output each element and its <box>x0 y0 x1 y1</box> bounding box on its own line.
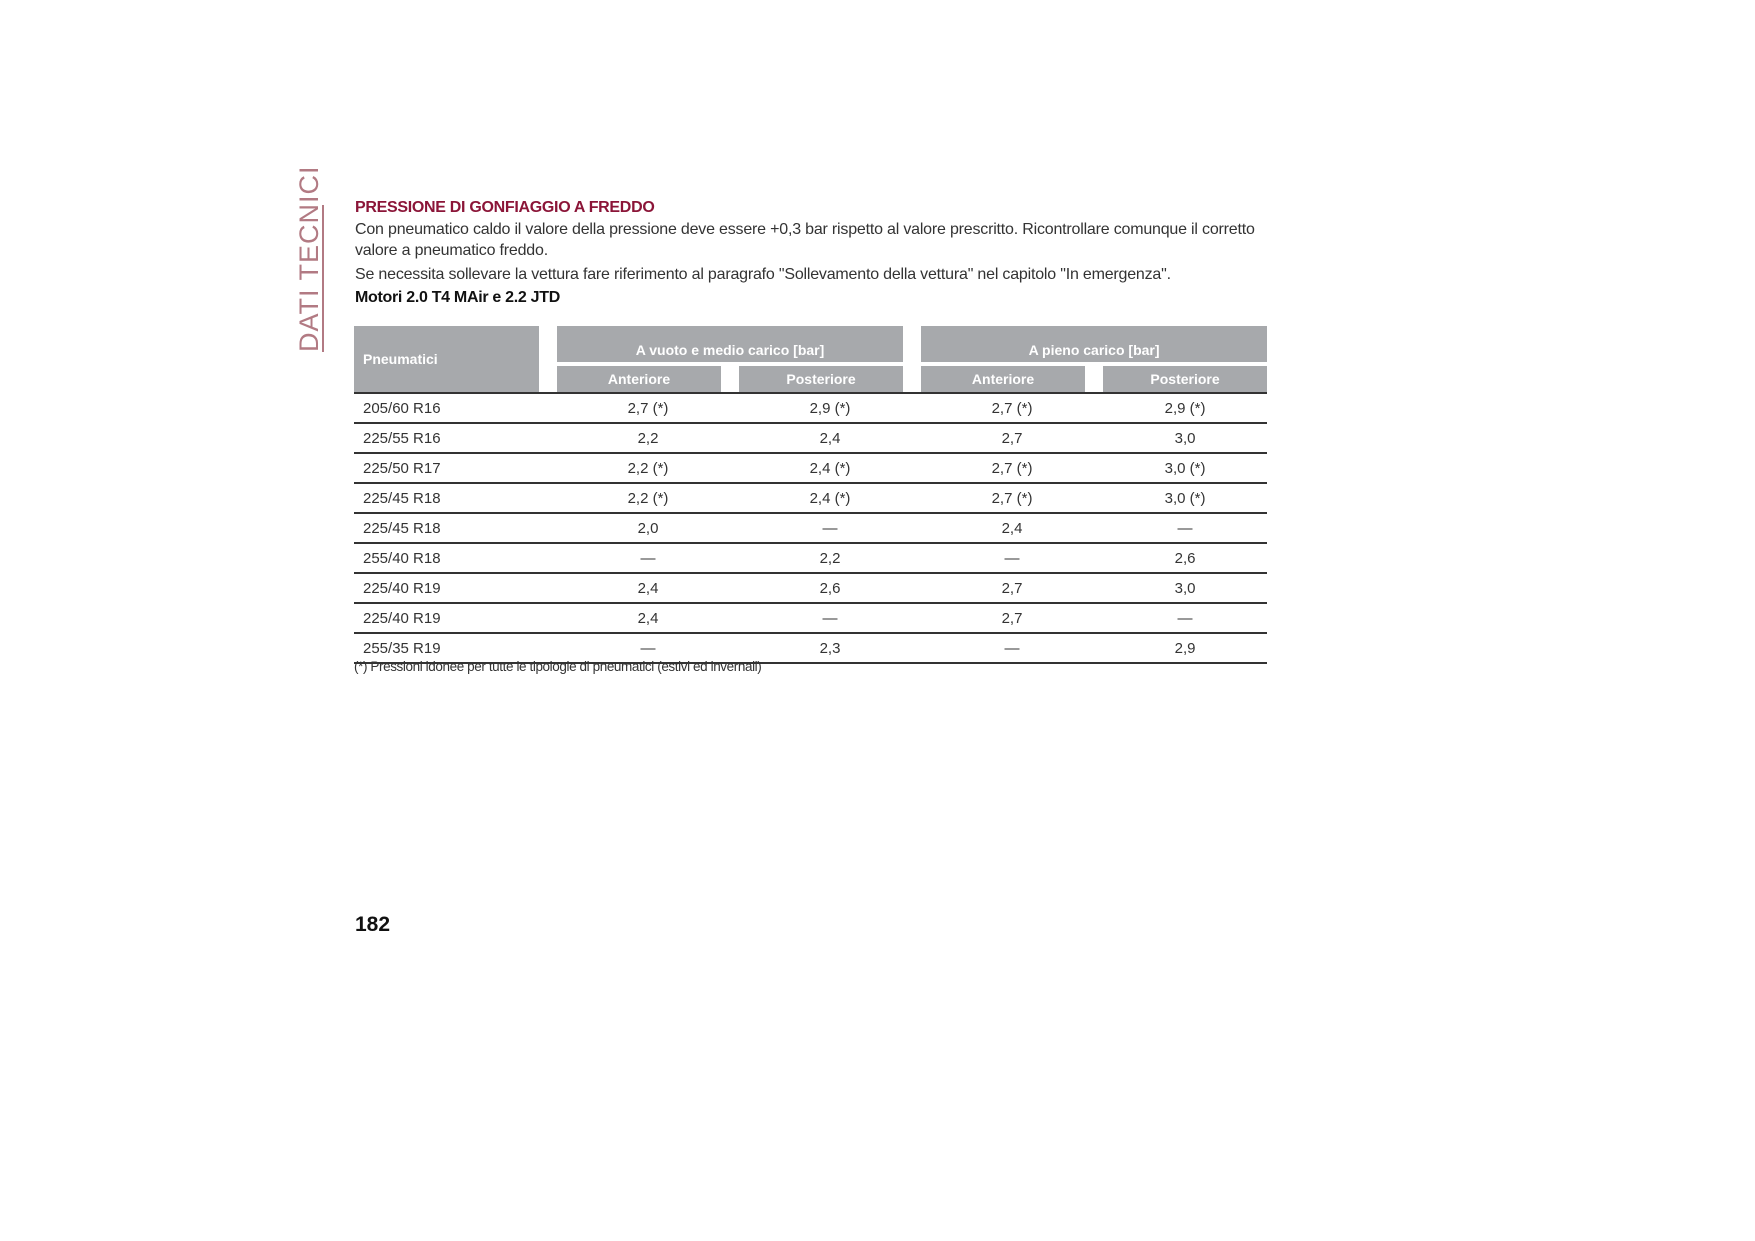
full-front-cell: — <box>921 543 1104 574</box>
unladen-front-cell: 2,7 (*) <box>557 392 739 424</box>
unladen-front-cell: 2,4 <box>557 603 739 634</box>
table-row: 225/45 R18 2,0—2,4— <box>354 513 1268 544</box>
unladen-rear-cell: 2,4 (*) <box>739 483 922 514</box>
unladen-front-cell: 2,2 (*) <box>557 453 739 484</box>
header-rear-2: Posteriore <box>1103 366 1268 393</box>
tyre-size-cell: 225/50 R17 <box>354 453 557 484</box>
full-rear-cell: 3,0 <box>1103 573 1268 604</box>
unladen-front-cell: — <box>557 543 739 574</box>
tyre-size-cell: 225/40 R19 <box>354 573 557 604</box>
full-rear-cell: — <box>1103 603 1268 634</box>
header-tyres: Pneumatici <box>354 326 539 393</box>
tyre-size-cell: 205/60 R16 <box>354 392 557 424</box>
full-front-cell: 2,7 (*) <box>921 392 1104 424</box>
table-row: 225/40 R19 2,4 2,6 2,7 3,0 <box>354 573 1268 604</box>
header-full-load: A pieno carico [bar] <box>921 326 1268 362</box>
full-rear-cell: 3,0 (*) <box>1103 453 1268 484</box>
full-front-cell: — <box>921 633 1104 664</box>
full-front-cell: 2,7 (*) <box>921 453 1104 484</box>
full-rear-cell: 3,0 (*) <box>1103 483 1268 514</box>
section-divider <box>322 205 324 352</box>
tyre-size-cell: 225/45 R18 <box>354 513 557 544</box>
table-row: 225/50 R17 2,2 (*) 2,4 (*) 2,7 (*) 3,0 (*) <box>354 453 1268 484</box>
unladen-rear-cell: 2,3 <box>739 633 922 664</box>
unladen-rear-cell: — <box>739 603 922 634</box>
full-front-cell: 2,7 <box>921 423 1104 454</box>
table-row: 225/55 R16 2,2 2,4 2,7 3,0 <box>354 423 1268 454</box>
header-front-2: Anteriore <box>921 366 1086 393</box>
table-row: 225/40 R19 2,4—2,7— <box>354 603 1268 634</box>
unladen-front-cell: 2,4 <box>557 573 739 604</box>
footnote: (*) Pressioni idonee per tutte le tipolo… <box>354 659 762 674</box>
unladen-front-cell: 2,2 <box>557 423 739 454</box>
paragraph-lifting: Se necessita sollevare la vettura fare r… <box>355 266 1171 283</box>
tyre-size-cell: 255/35 R19 <box>354 633 557 664</box>
section-label: DATI TECNICI <box>294 165 324 352</box>
tyre-size-cell: 255/40 R18 <box>354 543 557 574</box>
full-rear-cell: 2,9 (*) <box>1103 392 1268 424</box>
header-unladen: A vuoto e medio carico [bar] <box>557 326 904 362</box>
unladen-rear-cell: 2,4 <box>739 423 922 454</box>
full-rear-cell: 2,6 <box>1103 543 1268 574</box>
unladen-rear-cell: 2,9 (*) <box>739 392 922 424</box>
tyre-size-cell: 225/55 R16 <box>354 423 557 454</box>
header-rear-1: Posteriore <box>739 366 904 393</box>
full-front-cell: 2,7 (*) <box>921 483 1104 514</box>
unladen-rear-cell: 2,2 <box>739 543 922 574</box>
full-rear-cell: 2,9 <box>1103 633 1268 664</box>
header-front-1: Anteriore <box>557 366 721 393</box>
unladen-front-cell: 2,2 (*) <box>557 483 739 514</box>
unladen-front-cell: — <box>557 633 739 664</box>
full-front-cell: 2,4 <box>921 513 1104 544</box>
tyre-size-cell: 225/45 R18 <box>354 483 557 514</box>
table-row: 225/45 R18 2,2 (*) 2,4 (*) 2,7 (*) 3,0 (*) <box>354 483 1268 514</box>
unladen-rear-cell: — <box>739 513 922 544</box>
paragraph-hot-tyre: Con pneumatico caldo il valore della pre… <box>355 221 1255 259</box>
table-row: 255/40 R18—2,2—2,6 <box>354 543 1268 574</box>
section-title: PRESSIONE DI GONFIAGGIO A FREDDO <box>355 199 655 216</box>
tyre-size-cell: 225/40 R19 <box>354 603 557 634</box>
table-row: 205/60 R16 2,7 (*) 2,9 (*) 2,7 (*) 2,9 (*) <box>354 392 1268 424</box>
full-rear-cell: 3,0 <box>1103 423 1268 454</box>
section-sidebar: DATI TECNICI <box>292 165 326 352</box>
table-row: 255/35 R19—2,3—2,9 <box>354 633 1268 664</box>
unladen-rear-cell: 2,4 (*) <box>739 453 922 484</box>
full-rear-cell: — <box>1103 513 1268 544</box>
full-front-cell: 2,7 <box>921 573 1104 604</box>
tyre-pressure-table: Pneumatici A vuoto e medio carico [bar] … <box>354 326 1268 664</box>
page-number: 182 <box>355 913 391 936</box>
full-front-cell: 2,7 <box>921 603 1104 634</box>
unladen-front-cell: 2,0 <box>557 513 739 544</box>
unladen-rear-cell: 2,6 <box>739 573 922 604</box>
engine-subtitle: Motori 2.0 T4 MAir e 2.2 JTD <box>355 289 560 306</box>
